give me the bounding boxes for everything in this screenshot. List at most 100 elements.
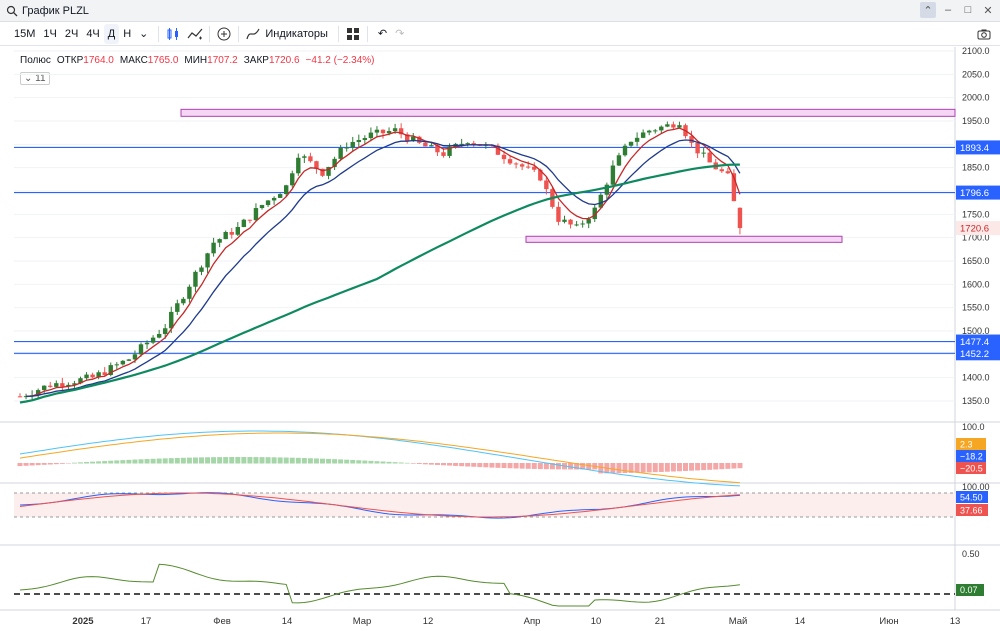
macd-histogram-bar — [338, 459, 344, 464]
stoch-band — [14, 493, 955, 517]
candle-body — [138, 344, 144, 355]
candle-body — [211, 242, 216, 254]
stoch-axis-tick: 100.00 — [962, 482, 990, 492]
candle-body — [392, 128, 398, 132]
macd-histogram-bar — [192, 457, 198, 464]
indicators-button[interactable]: Индикаторы — [265, 27, 328, 40]
high-group: МАКС1765.0 — [120, 55, 179, 66]
candle-body — [556, 206, 561, 222]
candle-body — [526, 166, 531, 168]
candle-body — [108, 365, 113, 375]
stoch-value-marker — [956, 491, 988, 503]
candle-body — [23, 396, 29, 398]
candle-body — [586, 219, 591, 224]
macd-histogram-bar — [253, 457, 259, 464]
macd-histogram-bar — [126, 459, 132, 464]
price-marker-label: 1893.4 — [960, 143, 989, 154]
macd-histogram-bar — [53, 463, 59, 465]
macd-histogram-bar — [17, 463, 23, 467]
candle-body — [72, 383, 77, 385]
candle-body — [187, 286, 192, 299]
undo-icon[interactable]: ↶ — [377, 28, 388, 40]
candle-body — [96, 372, 101, 378]
stoch-value-label: 37.66 — [960, 506, 983, 516]
candle-body — [66, 384, 71, 387]
macd-histogram-bar — [658, 463, 664, 472]
macd-value-marker — [956, 438, 986, 450]
macd-histogram-bar — [71, 462, 77, 464]
timeframe-dropdown-icon[interactable]: ⌄ — [139, 28, 149, 40]
candle-body — [622, 145, 628, 156]
change-value: −41.2 (−2.34%) — [305, 55, 375, 66]
legend-collapse-badge[interactable]: ⌄ 11 — [20, 72, 50, 85]
macd-histogram-bar — [689, 463, 695, 471]
candle-body — [447, 146, 452, 156]
macd-value-label: −20.5 — [960, 464, 983, 474]
candle-body — [290, 173, 295, 186]
symbol-name[interactable]: Полюс — [20, 55, 51, 66]
candle-body — [465, 143, 470, 145]
minimize-icon[interactable]: – — [944, 4, 952, 16]
macd-histogram-bar — [737, 463, 743, 469]
candle-body — [374, 129, 380, 133]
macd-histogram-bar — [102, 461, 108, 464]
macd-histogram-bar — [586, 463, 592, 470]
search-icon[interactable] — [6, 5, 18, 17]
osc-value-marker — [956, 584, 984, 596]
candle-body — [398, 128, 404, 135]
macd-histogram-bar — [114, 460, 120, 464]
macd-histogram-bar — [453, 463, 459, 466]
redo-icon[interactable]: ↷ — [395, 28, 405, 40]
candle-body — [719, 169, 724, 172]
candle-body — [604, 184, 610, 195]
timeframe-week[interactable]: Н — [123, 27, 132, 40]
collapse-icon[interactable]: ⌃ — [920, 2, 936, 18]
macd-histogram-bar — [477, 463, 483, 468]
candle-body — [640, 132, 646, 138]
candle-body — [163, 328, 168, 334]
macd-histogram-bar — [162, 458, 168, 464]
price-tick-label: 2000.0 — [962, 93, 990, 103]
candle-body — [205, 253, 210, 268]
price-tick-label: 1750.0 — [962, 209, 990, 219]
candle-body — [84, 374, 89, 379]
chart-toolbar: 15M 1Ч 2Ч 4Ч Д Н ⌄ Индикаторы ↶ ↷ — [0, 22, 1000, 46]
osc-value-label: 0.07 — [960, 585, 978, 595]
candle-body — [689, 136, 694, 143]
macd-histogram-bar — [525, 463, 531, 469]
candle-body — [296, 157, 301, 174]
timeframe-day[interactable]: Д — [103, 23, 120, 44]
add-icon[interactable] — [216, 26, 232, 42]
candle-body — [471, 143, 476, 145]
candle-body — [616, 155, 622, 166]
macd-histogram-bar — [380, 461, 386, 464]
close-icon[interactable]: ✕ — [983, 4, 993, 17]
candle-body — [435, 145, 440, 153]
candles-icon[interactable] — [165, 26, 181, 42]
candle-body — [725, 171, 731, 174]
macd-histogram-bar — [707, 463, 713, 470]
camera-icon[interactable] — [976, 26, 992, 42]
timeframe-2h[interactable]: 2Ч — [64, 27, 79, 40]
timeframe-4h[interactable]: 4Ч — [86, 27, 100, 40]
layout-grid-icon[interactable] — [345, 26, 361, 42]
timeframe-1h[interactable]: 1Ч — [43, 27, 57, 40]
toolbar-divider — [366, 25, 368, 42]
time-axis-tick: Июн — [879, 616, 898, 627]
macd-histogram-bar — [568, 463, 574, 470]
maximize-icon[interactable]: □ — [964, 4, 972, 16]
price-chart[interactable]: 2100.02050.02000.01950.01900.01850.01800… — [0, 47, 1000, 631]
time-axis-tick: 10 — [591, 616, 602, 627]
macd-histogram-bar — [392, 462, 398, 464]
price-tick-label: 2100.0 — [962, 47, 990, 56]
macd-histogram-bar — [186, 457, 192, 464]
macd-histogram-bar — [664, 463, 670, 472]
indicators-icon[interactable] — [245, 26, 261, 42]
candle-body — [580, 223, 585, 225]
macd-histogram-bar — [247, 457, 253, 464]
candle-body — [628, 141, 634, 146]
candle-body — [78, 378, 83, 384]
compare-icon[interactable] — [187, 26, 203, 42]
timeframe-15m[interactable]: 15M — [14, 27, 36, 40]
candle-body — [519, 164, 525, 167]
